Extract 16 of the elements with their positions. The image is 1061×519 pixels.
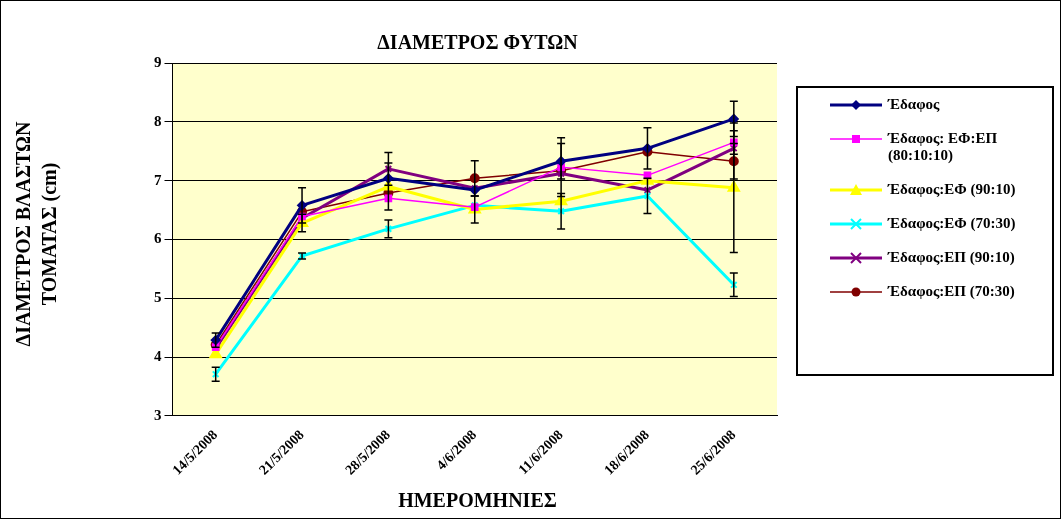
y-tick-label: 6 <box>154 230 162 247</box>
y-tick-label: 5 <box>154 289 162 306</box>
legend-label: Έδαφος:ΕΦ (90:10) <box>888 181 1016 198</box>
legend-label: Έδαφος <box>888 96 940 113</box>
legend-label: Έδαφος:ΕΠ (70:30) <box>888 283 1015 300</box>
x-axis-title: ΗΜΕΡΟΜΗΝΙΕΣ <box>397 489 558 512</box>
legend-label: Έδαφος:ΕΦ (70:30) <box>888 215 1016 232</box>
y-tick-label: 8 <box>154 112 162 129</box>
y-tick-label: 3 <box>154 406 162 423</box>
y-axis-title: ΔΙΑΜΕΤΡΟΣ ΒΛΑΣΤΩΝ ΤΟΜΑΤΑΣ (cm) <box>11 120 62 349</box>
legend-label: Έδαφος: ΕΦ:ΕΠ (80:10:10) <box>888 130 999 164</box>
y-tick-label: 4 <box>154 348 162 365</box>
chart-title: ΔΙΑΜΕΤΡΟΣ ΦΥΤΩΝ <box>376 31 579 54</box>
y-tick-label: 7 <box>154 171 162 188</box>
legend-label: Έδαφος:ΕΠ (90:10) <box>888 249 1015 266</box>
y-tick-label: 9 <box>154 53 162 70</box>
